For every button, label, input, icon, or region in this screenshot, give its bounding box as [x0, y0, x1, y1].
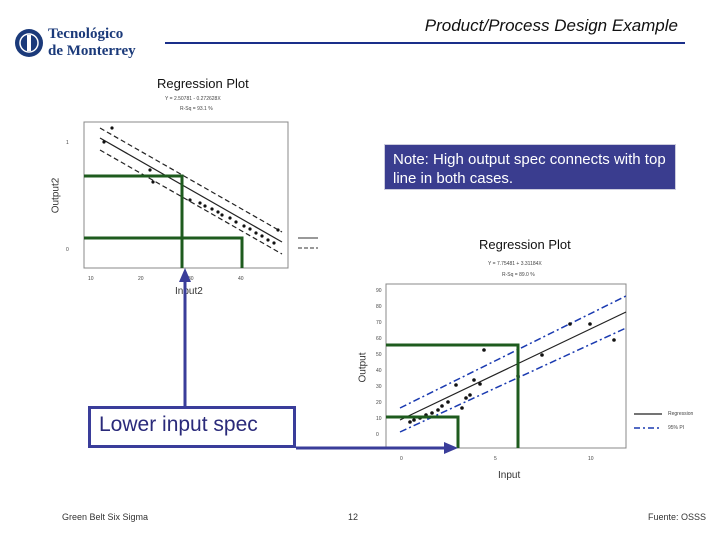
- footer-left: Green Belt Six Sigma: [62, 512, 149, 522]
- left-xtick: 10: [88, 276, 94, 282]
- right-ytick: 40: [376, 368, 382, 374]
- right-plot-regression-line: [399, 311, 627, 421]
- left-plot-points: [102, 126, 280, 245]
- right-plot-pi-upper: [399, 295, 627, 409]
- right-plot-equation: Y = 7.75481 + 3.31184X: [488, 261, 542, 267]
- left-plot-pi-upper: [99, 127, 283, 233]
- note-box: Note: High output spec connects with top…: [384, 144, 676, 190]
- right-plot-xlabel: Input: [498, 470, 521, 481]
- right-plot-title: Regression Plot: [479, 237, 571, 252]
- page-number: 12: [348, 512, 359, 522]
- left-plot-frame: [83, 121, 289, 269]
- left-high-output-spec-line: [84, 174, 184, 268]
- logo-emblem-icon: [15, 29, 43, 57]
- callout-arrow-up-head: [179, 268, 191, 282]
- left-plot-title: Regression Plot: [157, 76, 249, 91]
- right-xtick: 10: [588, 456, 594, 462]
- logo-line-1: Tecnológico: [48, 26, 124, 42]
- right-plot-rsq: R-Sq = 89.0 %: [502, 272, 535, 278]
- left-plot-rsq: R-Sq = 93.1 %: [180, 106, 213, 112]
- left-xtick: 30: [188, 276, 194, 282]
- right-ytick: 80: [376, 304, 382, 310]
- left-xtick: 20: [138, 276, 144, 282]
- logo: Tecnológico de Monterrey: [14, 24, 144, 64]
- right-xtick: 5: [494, 456, 497, 462]
- right-ytick: 50: [376, 352, 382, 358]
- right-ytick: 0: [376, 432, 379, 438]
- right-ytick: 10: [376, 416, 382, 422]
- right-lower-output-spec-line: [386, 415, 460, 448]
- slide-title: Product/Process Design Example: [424, 16, 678, 35]
- left-plot-equation: Y = 2.50781 - 0.272628X: [165, 96, 221, 102]
- left-xtick: 40: [238, 276, 244, 282]
- left-plot-xlabel: Input2: [175, 286, 203, 297]
- left-ytick: 0: [66, 247, 69, 253]
- right-ytick: 30: [376, 384, 382, 390]
- footer-right: Fuente: OSSS: [647, 512, 706, 522]
- lower-input-spec-callout: Lower input spec: [88, 406, 296, 448]
- left-ytick: 1: [66, 140, 69, 146]
- right-plot-ylabel: Output: [357, 352, 369, 383]
- right-ytick: 90: [376, 288, 382, 294]
- note-text: Note: High output spec connects with top…: [393, 151, 666, 187]
- callout-text: Lower input spec: [99, 413, 258, 436]
- right-high-output-spec-line: [386, 343, 520, 448]
- right-xtick: 0: [400, 456, 403, 462]
- right-ytick: 20: [376, 400, 382, 406]
- left-plot-regression-line: [99, 137, 283, 243]
- right-plot-pi-lower: [399, 327, 627, 433]
- callout-arrow-right-head: [444, 442, 458, 454]
- right-plot-frame: [385, 283, 627, 449]
- right-plot-legend-label: 95% PI: [668, 425, 685, 431]
- right-ytick: 70: [376, 320, 382, 326]
- left-lower-output-spec-line: [84, 236, 244, 268]
- right-plot-points: [408, 322, 616, 424]
- right-ytick: 60: [376, 336, 382, 342]
- right-plot-legend-label: Regression: [668, 411, 694, 417]
- logo-line-2: de Monterrey: [48, 43, 136, 59]
- header-rule: [165, 42, 685, 44]
- left-plot-pi-lower: [99, 149, 283, 255]
